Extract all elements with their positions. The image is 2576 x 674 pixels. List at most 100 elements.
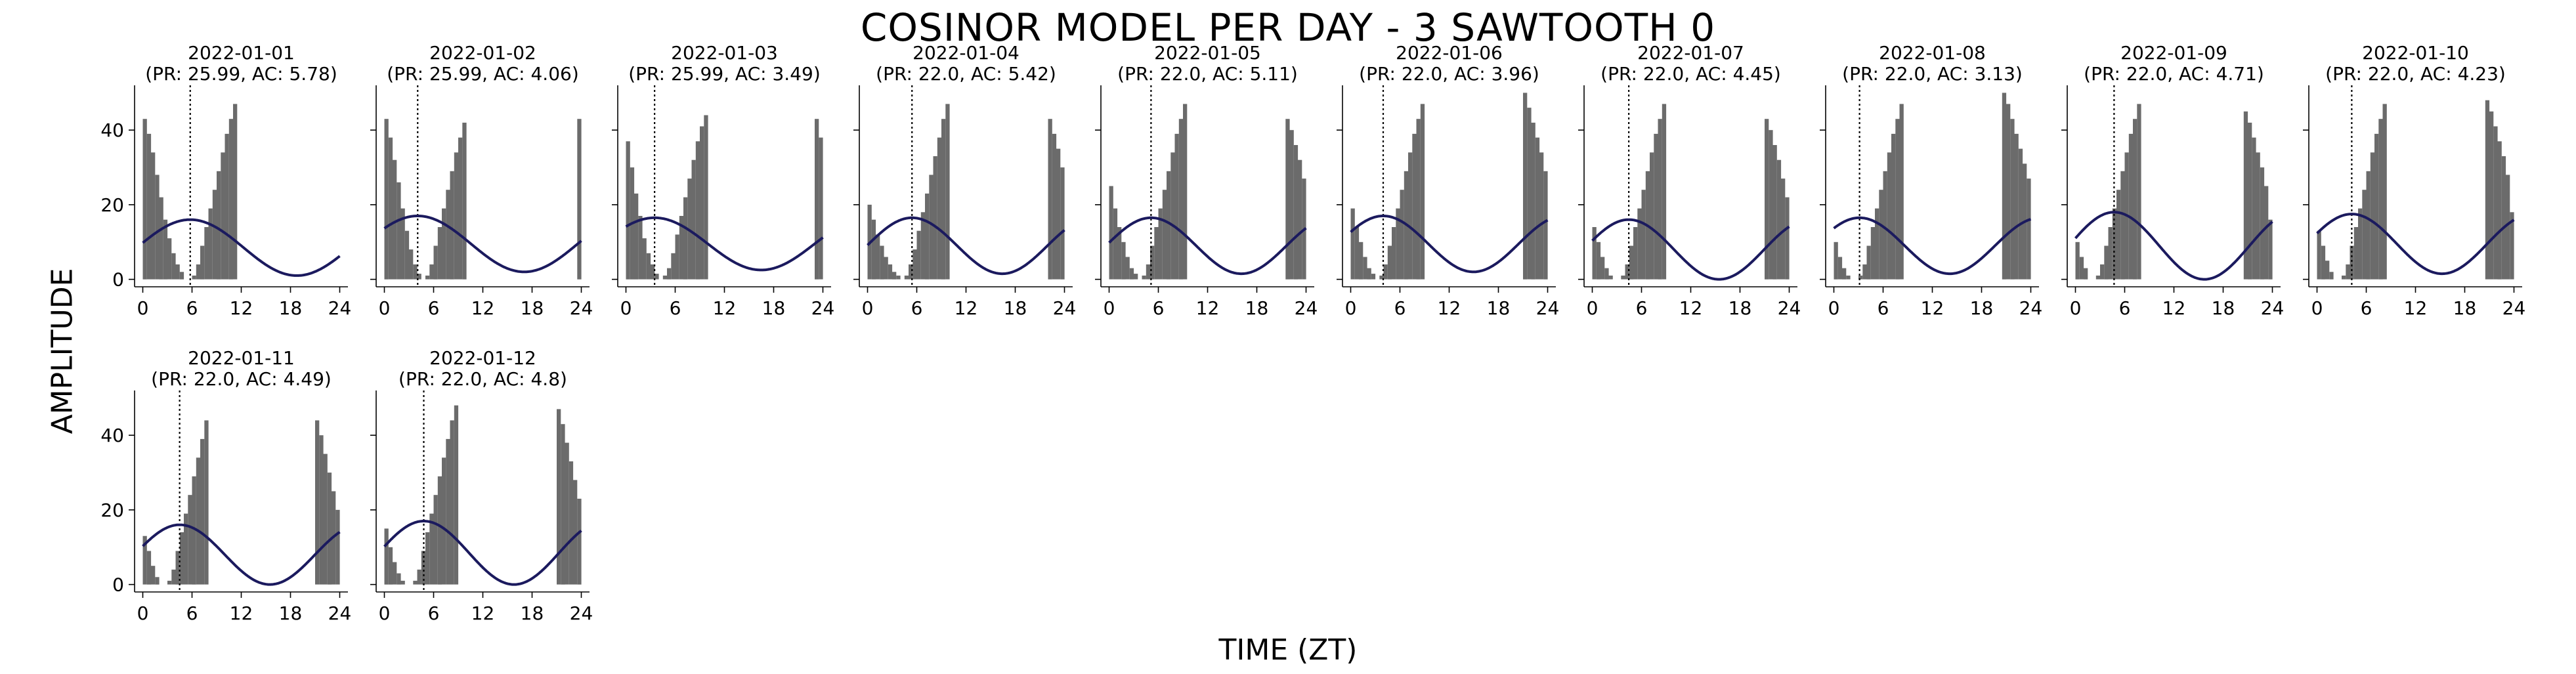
- panel-title-params: (PR: 22.0, AC: 4.45): [1600, 63, 1781, 85]
- x-tick-label: 18: [521, 602, 544, 624]
- x-tick-label: 6: [2361, 297, 2372, 319]
- histogram-bar: [1629, 245, 1634, 280]
- histogram-bar: [1408, 152, 1413, 280]
- histogram-bar: [2510, 212, 2514, 280]
- histogram-bar: [1150, 245, 1155, 280]
- histogram-bar: [1170, 152, 1175, 280]
- histogram-bar: [565, 442, 569, 585]
- histogram-bar: [1891, 133, 1896, 280]
- histogram-bar: [1535, 137, 1540, 280]
- histogram-bar: [425, 532, 430, 585]
- histogram-bar: [655, 274, 659, 280]
- histogram-bar: [1298, 159, 1302, 280]
- cosinor-curve: [1108, 216, 1307, 276]
- x-tick-label: 12: [1196, 297, 1220, 319]
- histogram-bar: [634, 193, 639, 280]
- histogram-bar: [1621, 275, 1625, 280]
- histogram-bar: [2353, 227, 2359, 280]
- histogram-bar: [2325, 261, 2330, 280]
- histogram-bar: [446, 190, 450, 280]
- histogram-bar: [2358, 208, 2363, 280]
- histogram-bar: [437, 476, 442, 585]
- histogram-bar: [1048, 119, 1052, 280]
- histogram-bar: [2493, 126, 2498, 280]
- histogram-bar: [704, 115, 708, 280]
- figure-title: COSINOR MODEL PER DAY - 3 SAWTOOTH 0: [860, 5, 1716, 50]
- histogram-bar: [142, 119, 147, 280]
- panel-title-params: (PR: 25.99, AC: 4.06): [387, 63, 579, 85]
- panel-title-date: 2022-01-09: [2120, 42, 2227, 64]
- x-tick-label: 0: [1104, 297, 1115, 319]
- x-tick-label: 12: [1679, 297, 1703, 319]
- histogram-bar: [1625, 264, 1629, 280]
- histogram-bar: [433, 495, 438, 585]
- panel-title-params: (PR: 22.0, AC: 3.96): [1359, 63, 1539, 85]
- histogram-bar: [1387, 245, 1392, 280]
- panel-title-date: 2022-01-05: [1154, 42, 1261, 64]
- histogram-bar: [2321, 245, 2326, 280]
- histogram-bar: [1862, 264, 1867, 280]
- histogram-bar: [1785, 197, 1790, 280]
- histogram-bar: [2506, 175, 2510, 280]
- histogram-bar: [2075, 242, 2080, 280]
- histogram-bar: [1371, 274, 1376, 280]
- panel-1: 0 6 12 18 24 0 20 40 2022-01-01(PR: 25.99, AC: 5…: [100, 42, 351, 319]
- histogram-bar: [1056, 148, 1061, 280]
- histogram-bar: [319, 435, 324, 585]
- panel-11: 0 6 12 18 24 0 20 40 2022-01-11(PR: 22.0, AC: 4.…: [100, 347, 351, 624]
- histogram-bar: [1658, 119, 1662, 280]
- x-tick-label: 12: [230, 297, 253, 319]
- x-tick-label: 12: [955, 297, 978, 319]
- histogram-bar: [2378, 119, 2383, 280]
- cosinor-curve: [1350, 215, 1549, 274]
- x-tick-label: 6: [1394, 297, 1406, 319]
- histogram-bar: [315, 420, 320, 585]
- histogram-bar: [200, 245, 205, 280]
- histogram-bar: [196, 264, 201, 280]
- histogram-bar: [171, 569, 176, 585]
- histogram-bar: [1420, 104, 1425, 280]
- histogram-bar: [458, 137, 463, 280]
- x-tick-label: 18: [2212, 297, 2235, 319]
- histogram-bar: [904, 275, 909, 280]
- histogram-bar: [1383, 264, 1388, 280]
- panel-4: 0 6 12 18 24 2022-01-04(PR: 22.0, AC: 5.42): [853, 42, 1076, 319]
- histogram-bar: [577, 498, 582, 585]
- histogram-bar: [397, 573, 401, 585]
- histogram-bar: [1146, 264, 1151, 280]
- histogram-bar: [1875, 208, 1879, 280]
- histogram-bar: [2079, 257, 2084, 280]
- histogram-bar: [642, 238, 647, 280]
- histogram-bar: [1396, 208, 1400, 280]
- histogram-bar: [159, 197, 163, 280]
- x-tick-label: 0: [862, 297, 874, 319]
- histogram-bar: [2120, 171, 2125, 280]
- histogram-bar: [638, 216, 643, 280]
- x-tick-label: 18: [521, 297, 544, 319]
- histogram-bar: [561, 424, 565, 585]
- histogram-bar: [233, 104, 238, 280]
- y-tick-label: 40: [100, 119, 124, 141]
- panel-title-params: (PR: 22.0, AC: 4.49): [151, 368, 332, 390]
- panel-10: 0 6 12 18 24 2022-01-10(PR: 22.0, AC: 4.23): [2303, 42, 2525, 319]
- histogram-bar: [1776, 159, 1782, 280]
- x-tick-label: 24: [1778, 297, 1801, 319]
- x-tick-label: 12: [1438, 297, 1461, 319]
- panel-title-params: (PR: 25.99, AC: 3.49): [628, 63, 821, 85]
- x-tick-label: 0: [137, 297, 149, 319]
- x-tick-label: 24: [328, 602, 352, 624]
- y-tick-label: 0: [112, 269, 124, 291]
- histogram-bar: [155, 577, 160, 585]
- histogram-bar: [155, 175, 160, 280]
- x-tick-label: 12: [2162, 297, 2186, 319]
- histogram-bar: [2128, 133, 2134, 280]
- histogram-bar: [146, 551, 152, 585]
- histogram-bar: [880, 245, 884, 280]
- histogram-bar: [1117, 227, 1122, 280]
- histogram-bar: [2137, 104, 2141, 280]
- histogram-bar: [1367, 268, 1371, 280]
- histogram-bar: [1870, 227, 1876, 280]
- histogram-bar: [433, 245, 438, 280]
- histogram-bar: [1354, 227, 1360, 280]
